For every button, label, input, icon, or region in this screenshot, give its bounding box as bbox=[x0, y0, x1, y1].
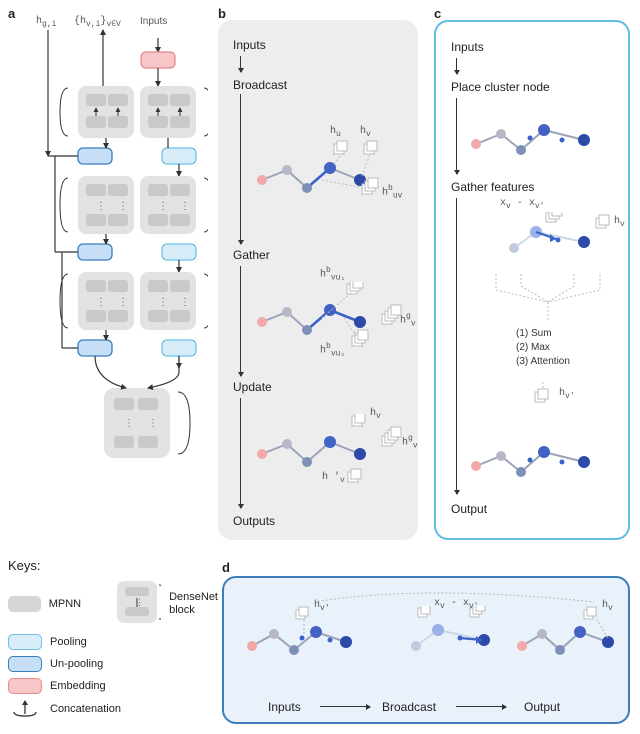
c-lbl-hv: hv bbox=[614, 216, 625, 229]
b-graph-gather: hbvu₁ hbvu₂ hgv bbox=[252, 282, 412, 365]
harrow-icon bbox=[320, 706, 370, 707]
panel-d: hv' xv - xv' bbox=[222, 576, 630, 724]
flow-arrow-icon bbox=[456, 198, 457, 494]
c-step-gather: Gather features bbox=[451, 180, 534, 194]
svg-text:⋮: ⋮ bbox=[180, 201, 190, 212]
c-lbl-hvp: hv' bbox=[559, 388, 575, 401]
svg-text:⋮: ⋮ bbox=[118, 297, 128, 308]
c-op-1: (1) Sum bbox=[516, 328, 552, 339]
d-step-inputs: Inputs bbox=[268, 700, 301, 714]
d-step-output: Output bbox=[524, 700, 560, 714]
concat-icon bbox=[8, 700, 42, 718]
panel-label-c: c bbox=[434, 6, 441, 21]
key-label: Un-pooling bbox=[50, 658, 103, 670]
panel-a-svg: ⋮ ⋮ ⋮ ⋮ ⋮ ⋮ ⋮ ⋮ bbox=[8, 20, 208, 550]
b-lbl-hvu: hv bbox=[370, 408, 381, 421]
key-swatch-unpooling bbox=[8, 656, 42, 672]
c-step-inputs: Inputs bbox=[451, 40, 484, 54]
panel-c: Inputs Place cluster node Gather feature… bbox=[434, 20, 630, 540]
flow-arrow-icon bbox=[240, 56, 241, 72]
b-lbl-huvb: hbuv bbox=[382, 184, 402, 200]
key-row: MPNN ⋮ DenseNet block bbox=[8, 579, 218, 628]
svg-text:⋮: ⋮ bbox=[118, 201, 128, 212]
densenet-label: DenseNet block bbox=[169, 591, 218, 616]
panel-b: Inputs Broadcast Gather Update Outputs bbox=[218, 20, 418, 540]
key-row: Pooling bbox=[8, 634, 218, 650]
harrow-icon bbox=[456, 706, 506, 707]
b-lbl-hv: hv bbox=[360, 126, 371, 139]
c-step-output: Output bbox=[451, 502, 487, 516]
c-pool-bracket bbox=[476, 272, 626, 335]
flow-arrow-icon bbox=[240, 398, 241, 508]
b-step-inputs: Inputs bbox=[233, 38, 266, 52]
b-step-broadcast: Broadcast bbox=[233, 78, 287, 92]
b-lbl-hvg2: hgv bbox=[402, 434, 418, 450]
flow-arrow-icon bbox=[456, 98, 457, 174]
b-step-gather: Gather bbox=[233, 248, 270, 262]
b-lbl-hvu2: hbvu₂ bbox=[320, 342, 345, 358]
svg-text:⋮: ⋮ bbox=[96, 201, 106, 212]
key-swatch-pooling bbox=[8, 634, 42, 650]
keys-panel: Keys: MPNN ⋮ DenseNet block Pooling Un-p… bbox=[8, 558, 218, 724]
svg-text:⋮: ⋮ bbox=[158, 297, 168, 308]
a-label-hg: hg,i bbox=[36, 16, 56, 29]
c-graph-place bbox=[466, 110, 626, 168]
a-label-inputs: Inputs bbox=[140, 16, 167, 27]
key-label: Embedding bbox=[50, 680, 106, 692]
d-step-broadcast: Broadcast bbox=[382, 700, 436, 714]
panel-label-a: a bbox=[8, 6, 15, 21]
svg-text:⋮: ⋮ bbox=[96, 297, 106, 308]
key-swatch-mpnn bbox=[8, 596, 41, 612]
d-top-dotted bbox=[224, 578, 632, 618]
flow-arrow-icon bbox=[240, 266, 241, 376]
b-lbl-hvg: hgv bbox=[400, 312, 416, 328]
svg-text:⋮: ⋮ bbox=[158, 201, 168, 212]
c-graph-output bbox=[466, 432, 626, 490]
c-graph-gather: xv - xv' hv bbox=[466, 212, 631, 275]
key-row: Un-pooling bbox=[8, 656, 218, 672]
b-graph-broadcast: hu hv hbuv bbox=[252, 140, 412, 213]
svg-text:⋮: ⋮ bbox=[124, 418, 134, 429]
b-lbl-hvu1: hbvu₁ bbox=[320, 266, 345, 282]
b-lbl-hvp: h 'v bbox=[322, 472, 345, 485]
panel-label-d: d bbox=[222, 560, 230, 575]
panel-a: ⋮ ⋮ ⋮ ⋮ ⋮ ⋮ ⋮ ⋮ bbox=[8, 20, 208, 550]
c-lbl-xv: xv - xv' bbox=[500, 198, 544, 211]
c-op-2: (2) Max bbox=[516, 342, 550, 353]
b-step-update: Update bbox=[233, 380, 272, 394]
flow-arrow-icon bbox=[456, 58, 457, 74]
key-label: MPNN bbox=[49, 598, 81, 610]
c-op-3: (3) Attention bbox=[516, 356, 570, 367]
panel-label-b: b bbox=[218, 6, 226, 21]
key-row: Concatenation bbox=[8, 700, 218, 718]
flow-arrow-icon bbox=[240, 94, 241, 244]
b-graph-update: hv hgv h 'v bbox=[252, 414, 412, 497]
c-step-place: Place cluster node bbox=[451, 80, 550, 94]
key-label: Pooling bbox=[50, 636, 87, 648]
a-label-hv: {hv,i}v∈V bbox=[74, 16, 121, 29]
key-label: Concatenation bbox=[50, 703, 121, 715]
densenet-glyph: ⋮ bbox=[113, 579, 161, 628]
keys-title: Keys: bbox=[8, 558, 218, 573]
b-step-outputs: Outputs bbox=[233, 514, 275, 528]
key-swatch-embedding bbox=[8, 678, 42, 694]
svg-text:⋮: ⋮ bbox=[135, 597, 144, 607]
svg-text:⋮: ⋮ bbox=[148, 418, 158, 429]
svg-text:⋮: ⋮ bbox=[180, 297, 190, 308]
key-row: Embedding bbox=[8, 678, 218, 694]
b-lbl-hu: hu bbox=[330, 126, 341, 139]
c-hvp-cubes: hv' bbox=[531, 382, 591, 415]
